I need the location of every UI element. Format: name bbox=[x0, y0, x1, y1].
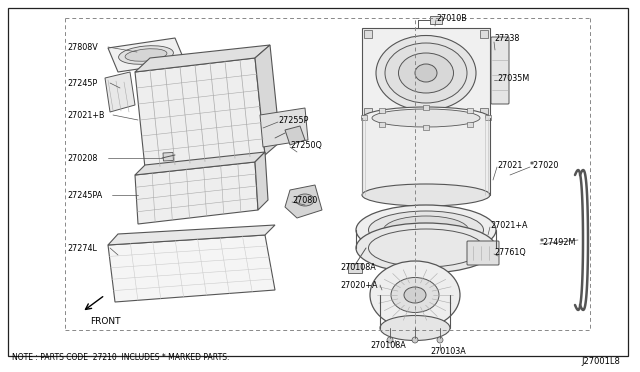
Ellipse shape bbox=[399, 53, 454, 93]
Polygon shape bbox=[135, 58, 265, 168]
Ellipse shape bbox=[372, 109, 480, 127]
Bar bbox=[485, 115, 491, 120]
Polygon shape bbox=[135, 162, 258, 224]
Polygon shape bbox=[285, 185, 322, 218]
Ellipse shape bbox=[383, 216, 468, 244]
Polygon shape bbox=[135, 152, 265, 175]
Text: 270208: 270208 bbox=[67, 154, 97, 163]
Polygon shape bbox=[285, 126, 305, 145]
Ellipse shape bbox=[385, 43, 467, 103]
Text: 27238: 27238 bbox=[494, 33, 520, 42]
Bar bbox=[348, 263, 362, 273]
Bar bbox=[364, 30, 372, 38]
Text: 27255P: 27255P bbox=[278, 115, 308, 125]
FancyBboxPatch shape bbox=[491, 37, 509, 104]
Ellipse shape bbox=[370, 261, 460, 329]
Bar bbox=[364, 108, 372, 116]
Polygon shape bbox=[108, 38, 185, 72]
Bar bbox=[480, 30, 488, 38]
Ellipse shape bbox=[380, 315, 450, 340]
Text: 270103A: 270103A bbox=[430, 347, 466, 356]
Text: 27021+B: 27021+B bbox=[67, 110, 104, 119]
Text: 27245P: 27245P bbox=[67, 78, 97, 87]
Polygon shape bbox=[105, 72, 135, 112]
Text: 27808V: 27808V bbox=[67, 42, 98, 51]
Polygon shape bbox=[108, 235, 275, 302]
Text: FRONT: FRONT bbox=[90, 317, 120, 327]
Ellipse shape bbox=[404, 287, 426, 303]
Text: 27020+A: 27020+A bbox=[340, 280, 378, 289]
Bar bbox=[423, 105, 429, 110]
Bar bbox=[362, 118, 490, 195]
Text: 27080: 27080 bbox=[292, 196, 317, 205]
Circle shape bbox=[437, 337, 443, 343]
Bar bbox=[467, 122, 473, 127]
Text: 27021: 27021 bbox=[497, 160, 522, 170]
Text: 270108A: 270108A bbox=[340, 263, 376, 273]
Text: 27274L: 27274L bbox=[67, 244, 97, 253]
Text: 27761Q: 27761Q bbox=[494, 247, 525, 257]
Polygon shape bbox=[108, 225, 275, 245]
Bar bbox=[423, 125, 429, 130]
Ellipse shape bbox=[296, 194, 314, 206]
Ellipse shape bbox=[125, 49, 167, 61]
Ellipse shape bbox=[415, 64, 437, 82]
Ellipse shape bbox=[362, 107, 490, 129]
Text: 270108A: 270108A bbox=[370, 340, 406, 350]
Text: 27035M: 27035M bbox=[497, 74, 529, 83]
Ellipse shape bbox=[376, 35, 476, 110]
Polygon shape bbox=[255, 152, 268, 210]
Ellipse shape bbox=[356, 205, 496, 255]
Bar bbox=[163, 153, 173, 161]
Ellipse shape bbox=[391, 278, 439, 312]
Polygon shape bbox=[260, 108, 308, 147]
Polygon shape bbox=[255, 45, 280, 155]
Bar bbox=[361, 115, 367, 120]
Text: 27245PA: 27245PA bbox=[67, 190, 102, 199]
Bar bbox=[480, 108, 488, 116]
Ellipse shape bbox=[362, 184, 490, 206]
Polygon shape bbox=[135, 45, 270, 72]
Bar bbox=[467, 108, 473, 113]
Text: 27250Q: 27250Q bbox=[290, 141, 322, 150]
Text: *27020: *27020 bbox=[530, 160, 559, 170]
FancyBboxPatch shape bbox=[467, 241, 499, 265]
Circle shape bbox=[387, 337, 393, 343]
Text: *27492M: *27492M bbox=[540, 237, 577, 247]
Text: NOTE : PARTS CODE  27210  INCLUDES * MARKED PARTS.: NOTE : PARTS CODE 27210 INCLUDES * MARKE… bbox=[12, 353, 229, 362]
Text: J27001L8: J27001L8 bbox=[581, 357, 620, 366]
Ellipse shape bbox=[356, 223, 496, 273]
Circle shape bbox=[412, 337, 418, 343]
Text: 27010B: 27010B bbox=[436, 13, 467, 22]
Ellipse shape bbox=[369, 211, 483, 249]
Bar bbox=[379, 122, 385, 127]
Ellipse shape bbox=[118, 46, 173, 64]
Polygon shape bbox=[362, 28, 490, 118]
Text: 27021+A: 27021+A bbox=[490, 221, 527, 230]
Bar bbox=[379, 108, 385, 113]
Bar bbox=[430, 16, 442, 24]
